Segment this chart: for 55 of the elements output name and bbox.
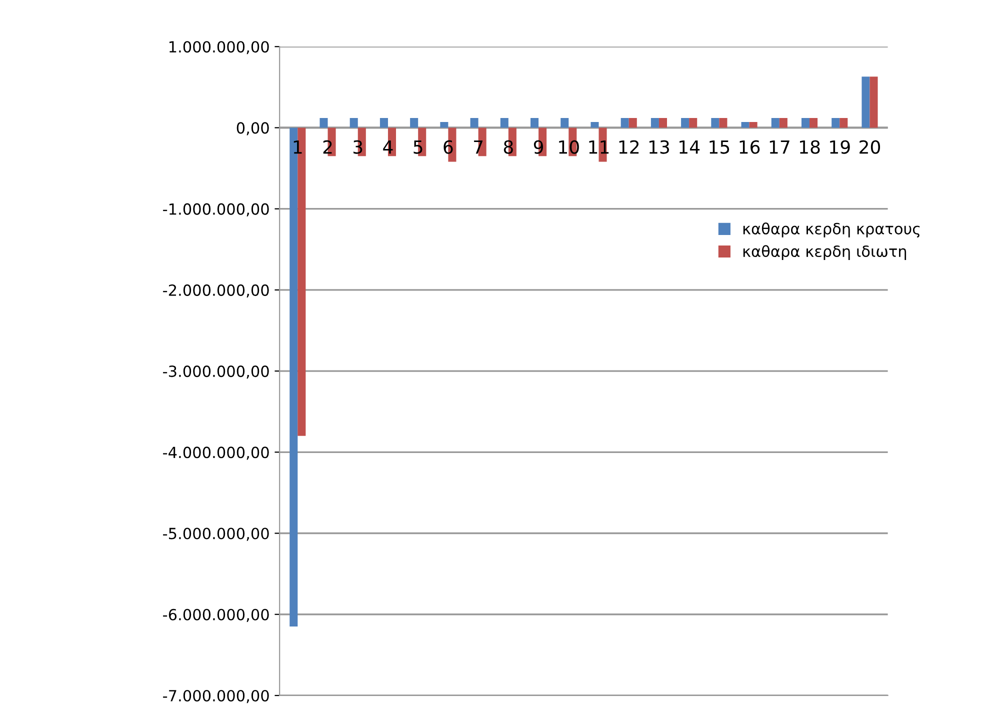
bar bbox=[440, 122, 448, 128]
legend-label: καθαρα κερδη κρατους bbox=[743, 222, 920, 238]
y-tick-label: -3.000.000,00 bbox=[163, 366, 269, 379]
x-tick-label: 4 bbox=[383, 140, 393, 154]
x-tick-label: 19 bbox=[830, 140, 850, 154]
bar bbox=[410, 118, 418, 128]
bar bbox=[650, 118, 659, 128]
x-tick-label: 7 bbox=[474, 140, 483, 154]
bar bbox=[870, 76, 878, 128]
bar bbox=[840, 118, 848, 128]
bar bbox=[320, 118, 328, 128]
bar bbox=[658, 118, 667, 128]
x-tick-label: 18 bbox=[800, 140, 820, 154]
y-tick-label: -2.000.000,00 bbox=[163, 284, 269, 298]
x-tick-label: 16 bbox=[740, 140, 760, 154]
y-tick-label: -6.000.000,00 bbox=[163, 608, 269, 622]
x-tick-label: 14 bbox=[680, 140, 700, 154]
y-tick-label: 1.000.000,00 bbox=[169, 41, 269, 54]
bar bbox=[779, 118, 788, 128]
x-tick-label: 20 bbox=[860, 140, 880, 154]
x-tick-label: 9 bbox=[534, 140, 544, 154]
bar bbox=[810, 118, 818, 128]
y-tick-label: -4.000.000,00 bbox=[163, 446, 269, 460]
bar bbox=[711, 118, 720, 128]
bar bbox=[628, 118, 637, 128]
x-tick-label: 6 bbox=[444, 140, 453, 154]
bar bbox=[741, 122, 750, 128]
x-tick-label: 15 bbox=[710, 140, 730, 154]
x-tick-label: 3 bbox=[354, 140, 362, 154]
x-tick-label: 17 bbox=[770, 140, 790, 154]
x-tick-label: 13 bbox=[649, 140, 670, 154]
legend-label: καθαρα κερδη ιδιωτη bbox=[743, 245, 906, 260]
x-tick-label: 5 bbox=[414, 140, 422, 154]
bar bbox=[560, 118, 569, 128]
bar bbox=[719, 118, 728, 128]
x-tick-label: 8 bbox=[504, 140, 513, 154]
y-tick-label: -7.000.000,00 bbox=[163, 690, 269, 704]
bar bbox=[749, 122, 758, 128]
bar bbox=[500, 118, 508, 128]
bar bbox=[681, 118, 690, 128]
bar bbox=[771, 118, 780, 128]
bar bbox=[620, 118, 629, 128]
bar bbox=[530, 118, 539, 128]
bar bbox=[380, 118, 388, 128]
y-tick-label: 0,00 bbox=[236, 122, 269, 136]
x-tick-label: 12 bbox=[619, 140, 639, 154]
bar bbox=[350, 118, 358, 128]
bar bbox=[590, 122, 599, 128]
bar bbox=[470, 118, 478, 128]
bar bbox=[801, 118, 810, 128]
y-tick-label: -5.000.000,00 bbox=[163, 528, 269, 541]
y-tick-label: -1.000.000,00 bbox=[163, 203, 269, 216]
bar bbox=[832, 118, 840, 128]
bar bbox=[862, 76, 870, 128]
bar bbox=[689, 118, 698, 128]
